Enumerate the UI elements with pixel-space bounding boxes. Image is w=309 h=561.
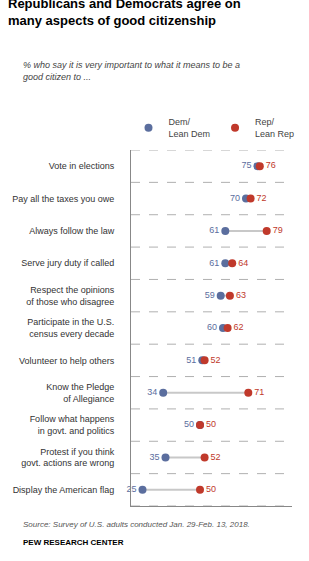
svg-text:63: 63 bbox=[236, 290, 246, 300]
svg-text:76: 76 bbox=[266, 160, 276, 170]
svg-text:Vote in elections: Vote in elections bbox=[49, 161, 115, 171]
svg-text:64: 64 bbox=[238, 258, 248, 268]
svg-text:Serve jury duty if called: Serve jury duty if called bbox=[21, 258, 114, 268]
svg-text:50: 50 bbox=[206, 484, 216, 494]
svg-text:Display the American flag: Display the American flag bbox=[13, 485, 115, 495]
svg-text:Respect the opinionsof those w: Respect the opinionsof those who disagre… bbox=[26, 285, 115, 307]
svg-text:71: 71 bbox=[254, 387, 264, 397]
svg-text:Pay all the taxes you owe: Pay all the taxes you owe bbox=[12, 194, 114, 204]
svg-text:61: 61 bbox=[209, 225, 219, 235]
svg-text:Protest if you thinkgovt. acti: Protest if you thinkgovt. actions are wr… bbox=[21, 447, 115, 469]
svg-text:Volunteer to help others: Volunteer to help others bbox=[19, 356, 115, 366]
svg-text:70: 70 bbox=[230, 193, 240, 203]
svg-text:62: 62 bbox=[234, 322, 244, 332]
svg-text:35: 35 bbox=[149, 452, 159, 462]
svg-text:59: 59 bbox=[205, 290, 215, 300]
svg-text:52: 52 bbox=[211, 452, 221, 462]
svg-text:50: 50 bbox=[184, 419, 194, 429]
svg-text:25: 25 bbox=[126, 484, 136, 494]
svg-text:Republicans and Democrats agre: Republicans and Democrats agree onmany a… bbox=[8, 0, 241, 28]
svg-text:% who say it is very important: % who say it is very important to what i… bbox=[23, 60, 240, 82]
svg-text:50: 50 bbox=[206, 419, 216, 429]
svg-text:79: 79 bbox=[273, 225, 283, 235]
svg-text:75: 75 bbox=[241, 160, 251, 170]
svg-text:PEW RESEARCH CENTER: PEW RESEARCH CENTER bbox=[23, 538, 124, 547]
svg-text:61: 61 bbox=[209, 258, 219, 268]
svg-text:Rep/Lean Rep: Rep/Lean Rep bbox=[255, 117, 294, 139]
svg-text:Dem/Lean Dem: Dem/Lean Dem bbox=[169, 117, 211, 139]
svg-text:Always follow the law: Always follow the law bbox=[29, 226, 115, 236]
svg-text:72: 72 bbox=[257, 193, 267, 203]
svg-text:Follow what happensin govt. an: Follow what happensin govt. and politics bbox=[30, 414, 115, 436]
svg-text:Source: Survey of U.S. adults: Source: Survey of U.S. adults conducted … bbox=[23, 520, 250, 529]
svg-text:Participate in the U.S.census: Participate in the U.S.census every deca… bbox=[27, 317, 114, 339]
svg-text:Know the Pledgeof Allegiance: Know the Pledgeof Allegiance bbox=[46, 382, 114, 404]
svg-text:52: 52 bbox=[211, 355, 221, 365]
svg-text:60: 60 bbox=[207, 322, 217, 332]
svg-text:34: 34 bbox=[147, 387, 157, 397]
svg-text:51: 51 bbox=[186, 355, 196, 365]
